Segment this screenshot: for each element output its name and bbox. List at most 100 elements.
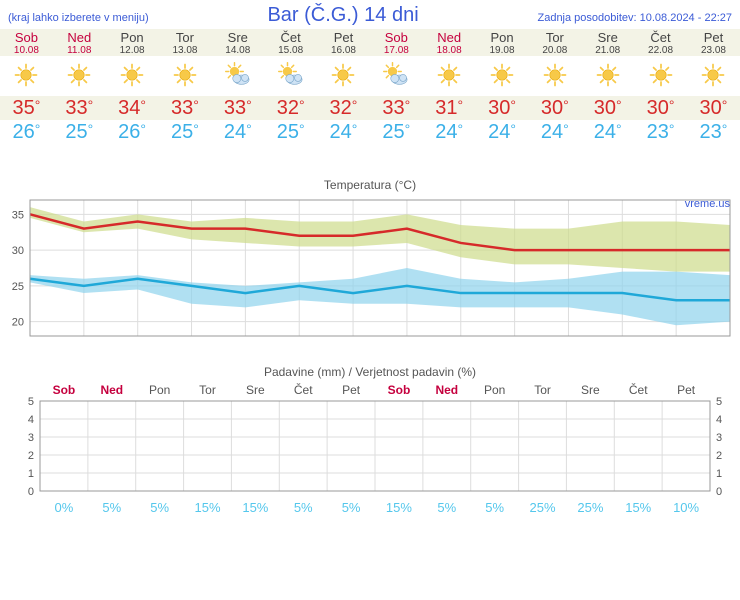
precip-probability: 5% <box>88 500 136 515</box>
high-temp: 30° <box>476 96 529 120</box>
high-temp: 33° <box>370 96 423 120</box>
day-header: Sob17.08 <box>370 29 423 56</box>
precip-day-label: Tor <box>184 383 232 397</box>
svg-text:3: 3 <box>716 432 722 444</box>
precip-chart-title: Padavine (mm) / Verjetnost padavin (%) <box>0 361 740 383</box>
low-temp: 23° <box>687 120 740 144</box>
day-name: Čet <box>264 30 317 45</box>
precip-probability: 25% <box>566 500 614 515</box>
svg-text:35: 35 <box>12 209 24 221</box>
day-name: Pet <box>317 30 370 45</box>
day-date: 22.08 <box>634 45 687 56</box>
sun-icon <box>528 56 581 96</box>
day-date: 13.08 <box>159 45 212 56</box>
svg-text:2: 2 <box>716 450 722 462</box>
svg-text:1: 1 <box>716 468 722 480</box>
day-date: 16.08 <box>317 45 370 56</box>
day-header: Sob10.08 <box>0 29 53 56</box>
low-temp: 24° <box>476 120 529 144</box>
high-temp: 35° <box>0 96 53 120</box>
precip-day-label: Ned <box>88 383 136 397</box>
high-temp: 30° <box>581 96 634 120</box>
low-temp: 25° <box>159 120 212 144</box>
sun-icon <box>317 56 370 96</box>
precip-probability: 15% <box>231 500 279 515</box>
low-temp: 24° <box>528 120 581 144</box>
precip-probability: 5% <box>279 500 327 515</box>
svg-text:1: 1 <box>28 468 34 480</box>
day-name: Pon <box>476 30 529 45</box>
precip-probability: 10% <box>662 500 710 515</box>
temp-chart-title: Temperatura (°C) <box>0 174 740 196</box>
precip-day-label: Pon <box>471 383 519 397</box>
day-header: Sre14.08 <box>211 29 264 56</box>
day-name: Ned <box>423 30 476 45</box>
precip-probability: 25% <box>519 500 567 515</box>
precip-day-label: Pet <box>662 383 710 397</box>
precip-day-label: Sob <box>375 383 423 397</box>
precip-day-label: Sre <box>231 383 279 397</box>
low-temp: 26° <box>106 120 159 144</box>
day-date: 11.08 <box>53 45 106 56</box>
partly-cloudy-icon <box>264 56 317 96</box>
svg-text:3: 3 <box>28 432 34 444</box>
high-temp: 33° <box>53 96 106 120</box>
svg-text:4: 4 <box>28 414 34 426</box>
day-date: 18.08 <box>423 45 476 56</box>
partly-cloudy-icon <box>211 56 264 96</box>
svg-text:4: 4 <box>716 414 722 426</box>
day-header: Sre21.08 <box>581 29 634 56</box>
forecast-table: Sob10.08Ned11.08Pon12.08Tor13.08Sre14.08… <box>0 29 740 144</box>
precip-probability: 0% <box>40 500 88 515</box>
low-temp: 24° <box>423 120 476 144</box>
precip-day-label: Ned <box>423 383 471 397</box>
day-header: Čet22.08 <box>634 29 687 56</box>
high-temp: 30° <box>528 96 581 120</box>
day-date: 21.08 <box>581 45 634 56</box>
precip-probability: 5% <box>136 500 184 515</box>
high-temp: 33° <box>159 96 212 120</box>
high-temp: 34° <box>106 96 159 120</box>
day-name: Pon <box>106 30 159 45</box>
high-temp: 30° <box>634 96 687 120</box>
high-temp: 31° <box>423 96 476 120</box>
day-date: 17.08 <box>370 45 423 56</box>
day-date: 14.08 <box>211 45 264 56</box>
menu-note[interactable]: (kraj lahko izberete v meniju) <box>8 12 149 24</box>
day-header: Pet23.08 <box>687 29 740 56</box>
precip-day-label: Sob <box>40 383 88 397</box>
low-temp: 24° <box>317 120 370 144</box>
day-header: Pon19.08 <box>476 29 529 56</box>
day-name: Sre <box>211 30 264 45</box>
temperature-chart: 20253035 <box>0 196 740 346</box>
day-date: 19.08 <box>476 45 529 56</box>
svg-text:20: 20 <box>12 317 24 329</box>
precip-probability: 15% <box>375 500 423 515</box>
precip-probability: 15% <box>184 500 232 515</box>
day-date: 20.08 <box>528 45 581 56</box>
precip-day-label: Sre <box>566 383 614 397</box>
high-temp: 30° <box>687 96 740 120</box>
low-temp: 25° <box>53 120 106 144</box>
precip-day-label: Pet <box>327 383 375 397</box>
svg-text:5: 5 <box>716 397 722 408</box>
low-temp: 25° <box>370 120 423 144</box>
sun-icon <box>423 56 476 96</box>
day-name: Tor <box>528 30 581 45</box>
precip-chart-section: Padavine (mm) / Verjetnost padavin (%) S… <box>0 361 740 515</box>
sun-icon <box>53 56 106 96</box>
page-title: Bar (Č.G.) 14 dni <box>267 4 418 27</box>
partly-cloudy-icon <box>370 56 423 96</box>
header: (kraj lahko izberete v meniju) Bar (Č.G.… <box>0 0 740 29</box>
sun-icon <box>159 56 212 96</box>
day-header: Tor20.08 <box>528 29 581 56</box>
day-date: 12.08 <box>106 45 159 56</box>
precip-day-label: Čet <box>614 383 662 397</box>
day-name: Sre <box>581 30 634 45</box>
high-temp: 32° <box>317 96 370 120</box>
precip-chart: 001122334455 <box>0 397 740 497</box>
day-header: Pet16.08 <box>317 29 370 56</box>
svg-text:0: 0 <box>28 486 34 497</box>
day-name: Pet <box>687 30 740 45</box>
day-name: Ned <box>53 30 106 45</box>
